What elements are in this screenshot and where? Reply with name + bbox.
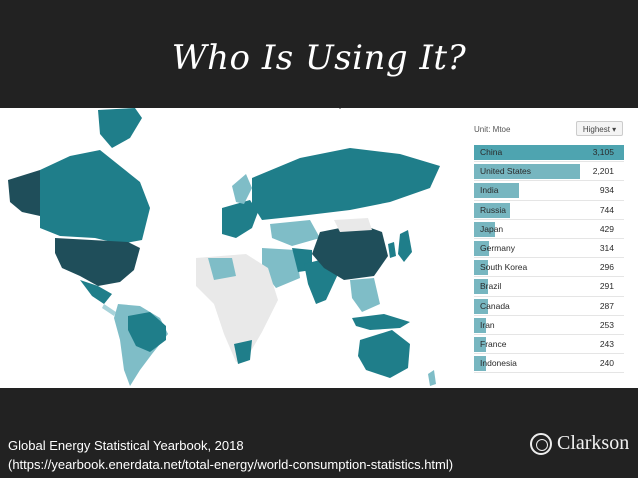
sort-dropdown[interactable]: Highest ▾ (576, 121, 623, 136)
map-mexico (80, 280, 112, 304)
panel-pointer (336, 104, 344, 109)
map-mongolia (334, 218, 372, 232)
ranking-bar (474, 317, 487, 333)
map-brazil (128, 312, 166, 352)
ranking-row[interactable]: France 243 (474, 336, 624, 355)
ranking-value-label: 243 (599, 338, 614, 349)
ranking-value-label: 287 (599, 300, 614, 311)
ranking-value-label: 744 (599, 204, 614, 215)
ranking-bar (474, 298, 488, 314)
map-japan (398, 230, 412, 262)
map-southeast-asia (350, 278, 380, 312)
sort-dropdown-label: Highest (582, 125, 610, 134)
map-south-africa (234, 340, 252, 364)
ranking-country-label: Canada (480, 300, 510, 311)
university-seal-icon (530, 433, 552, 455)
ranking-bar (474, 145, 624, 160)
map-russia (252, 148, 440, 220)
map-korea (388, 242, 396, 258)
ranking-bar (474, 183, 520, 199)
row-divider (474, 333, 624, 335)
row-divider (474, 199, 624, 201)
caret-down-icon: ▾ (612, 125, 617, 134)
ranking-row[interactable]: United States 2,201 (474, 163, 624, 182)
ranking-country-label: Russia (480, 204, 506, 215)
row-divider (474, 353, 624, 355)
ranking-bar (474, 356, 486, 372)
ranking-row[interactable]: Canada 287 (474, 298, 624, 317)
source-title: Global Energy Statistical Yearbook, 2018 (8, 438, 244, 453)
map-united-states (55, 238, 140, 286)
ranking-row[interactable]: South Korea 296 (474, 259, 624, 278)
map-china (312, 224, 388, 280)
ranking-list: China 3,105 United States 2,201 India 934 Russ… (474, 144, 624, 374)
ranking-row[interactable]: Russia 744 (474, 202, 624, 221)
ranking-row[interactable]: Brazil 291 (474, 278, 624, 297)
row-divider (474, 295, 624, 297)
map-central-america (102, 304, 116, 316)
row-divider (474, 276, 624, 278)
ranking-value-label: 429 (599, 223, 614, 234)
ranking-bar (474, 221, 495, 237)
map-middle-east (262, 248, 300, 288)
ranking-value-label: 3,105 (592, 147, 614, 157)
row-divider (474, 237, 624, 239)
ranking-row[interactable]: Germany 314 (474, 240, 624, 259)
ranking-bar (474, 164, 581, 180)
map-australia (358, 330, 410, 378)
row-divider (474, 161, 624, 163)
map-new-zealand (428, 370, 436, 386)
ranking-bar (474, 279, 489, 295)
row-divider (474, 180, 624, 182)
ranking-country-label: South Korea (480, 262, 528, 273)
ranking-country-label: India (480, 185, 499, 196)
row-divider (474, 372, 624, 374)
ranking-value-label: 2,201 (592, 166, 614, 177)
slide-title: Who Is Using It? (171, 38, 467, 78)
map-alaska (8, 170, 40, 216)
source-citation: Global Energy Statistical Yearbook, 2018… (8, 436, 453, 474)
ranking-row[interactable]: Iran 253 (474, 317, 624, 336)
ranking-row[interactable]: Japan 429 (474, 221, 624, 240)
ranking-bar (474, 336, 486, 352)
map-africa (196, 254, 278, 362)
ranking-country-label: Japan (480, 223, 504, 234)
map-greenland (98, 108, 142, 148)
world-map (8, 108, 440, 386)
ranking-country-label: Iran (480, 319, 495, 330)
ranking-value-label: 296 (599, 262, 614, 273)
ranking-bar (474, 240, 490, 256)
row-divider (474, 314, 624, 316)
ranking-bar (474, 202, 510, 218)
clarkson-logo: Clarkson (530, 430, 630, 460)
map-europe (222, 200, 258, 238)
ranking-country-label: Indonesia (480, 358, 517, 369)
ranking-value-label: 253 (599, 319, 614, 330)
unit-label: Unit: Mtoe (474, 125, 511, 134)
map-indonesia (352, 314, 410, 330)
map-north-africa (208, 258, 236, 280)
row-divider (474, 257, 624, 259)
map-central-asia (270, 220, 320, 246)
ranking-country-label: Brazil (480, 281, 502, 292)
ranking-row[interactable]: India 934 (474, 182, 624, 201)
source-url: (https://yearbook.enerdata.net/total-ene… (8, 457, 454, 472)
ranking-country-label: China (480, 147, 503, 157)
logo-text: Clarkson (557, 432, 630, 454)
ranking-value-label: 291 (599, 281, 614, 292)
row-divider (474, 218, 624, 220)
ranking-value-label: 240 (599, 358, 614, 369)
ranking-country-label: France (480, 338, 507, 349)
ranking-country-label: United States (480, 166, 532, 177)
ranking-bar (474, 260, 489, 276)
ranking-value-label: 314 (599, 242, 614, 253)
ranking-value-label: 934 (599, 185, 614, 196)
map-scandinavia (232, 174, 252, 204)
ranking-row[interactable]: Indonesia 240 (474, 355, 624, 374)
map-canada (40, 150, 150, 244)
ranking-row[interactable]: China 3,105 (474, 144, 624, 163)
ranking-country-label: Germany (480, 242, 515, 253)
